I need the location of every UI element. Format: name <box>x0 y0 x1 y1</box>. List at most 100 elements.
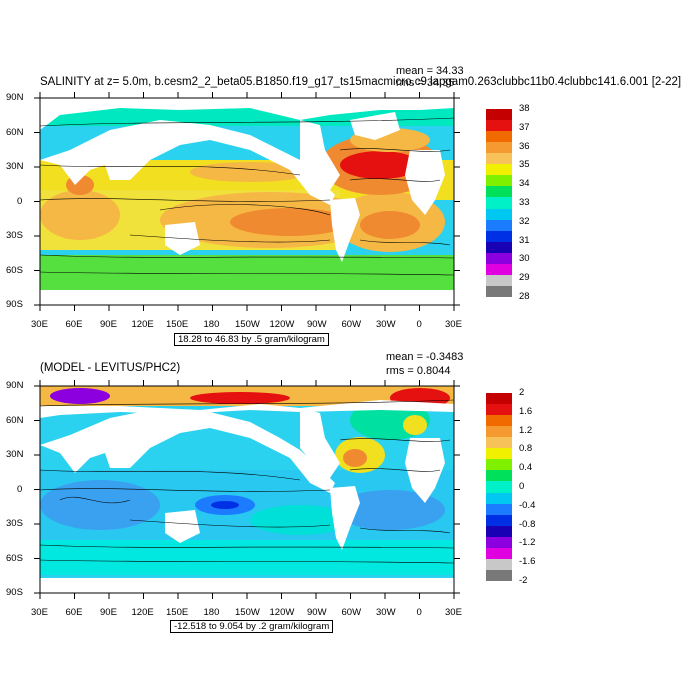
lat-label: 60N <box>6 126 24 138</box>
colorbar-label: 28 <box>519 291 530 302</box>
colorbar-swatch <box>486 153 512 165</box>
lat-label: 60S <box>6 264 23 276</box>
colorbar-swatch <box>486 175 512 187</box>
lon-label: 60W <box>341 607 362 618</box>
lon-label: 150E <box>166 607 189 618</box>
colorbar-label: 30 <box>519 253 530 265</box>
colorbar-label: -0.4 <box>519 499 536 511</box>
lon-label: 30E <box>445 319 462 330</box>
salinity-field <box>40 98 454 305</box>
lat-label: 60N <box>6 414 24 426</box>
lat-label: 90S <box>6 587 23 598</box>
lon-label: 60W <box>341 319 362 330</box>
colorbar-swatch <box>486 208 512 221</box>
colorbar-swatch <box>486 274 512 287</box>
colorbar-label: -0.8 <box>519 518 536 530</box>
colorbar-label: 29 <box>519 272 530 284</box>
colorbar-swatch <box>486 404 512 416</box>
lon-label: 30E <box>31 607 48 618</box>
colorbar-swatch <box>486 503 512 516</box>
panel2-title: (MODEL - LEVITUS/PHC2) <box>40 362 181 374</box>
colorbar-label: -1.2 <box>519 537 536 549</box>
colorbar-swatch <box>486 569 512 582</box>
colorbar-swatch <box>486 230 512 243</box>
lon-label: 30W <box>376 319 396 330</box>
colorbar-label: 0.8 <box>519 443 533 455</box>
lon-label: 30W <box>376 607 396 618</box>
lon-label: 150W <box>235 319 260 330</box>
panel1-mean: mean = 34.33 <box>396 65 464 77</box>
colorbar-swatch <box>486 285 512 298</box>
colorbar-swatch <box>486 536 512 549</box>
colorbar-swatch <box>486 120 512 132</box>
colorbar-swatch <box>486 481 512 494</box>
lat-label: 0 <box>17 483 23 495</box>
lon-label: 0 <box>416 319 422 330</box>
lat-label: 90N <box>6 92 24 103</box>
colorbar-swatch <box>486 186 512 198</box>
lon-label: 60E <box>65 319 83 330</box>
panel1-contour-info: 18.28 to 46.83 by .5 gram/kilogram <box>174 333 329 346</box>
lon-label: 30E <box>31 319 48 330</box>
lon-label: 60E <box>65 607 83 618</box>
colorbar-label: 38 <box>519 103 530 114</box>
colorbar-swatch <box>486 437 512 449</box>
colorbar-swatch <box>486 558 512 571</box>
colorbar-label: 34 <box>519 178 530 190</box>
lat-label: 30S <box>6 518 23 529</box>
panel2-mean: mean = -0.3483 <box>386 351 464 363</box>
lon-label: 90W <box>307 607 327 618</box>
colorbar-swatch <box>486 470 512 482</box>
panel2-rms: rms = 0.8044 <box>386 365 451 377</box>
lon-label: 150E <box>166 319 189 330</box>
colorbar-label: 31 <box>519 234 530 246</box>
colorbar-label: 0.4 <box>519 462 533 474</box>
difference-field <box>40 386 454 593</box>
colorbar-swatch <box>486 164 512 176</box>
colorbar-label: 36 <box>519 140 530 152</box>
lon-label: 120W <box>269 607 295 618</box>
colorbar-swatch <box>486 415 512 427</box>
colorbar-swatch <box>486 426 512 438</box>
colorbar-label: -1.6 <box>519 556 536 568</box>
colorbar-swatch <box>486 492 512 505</box>
colorbar-swatch <box>486 219 512 232</box>
colorbar-swatch <box>486 109 512 121</box>
lon-label: 150W <box>235 607 260 618</box>
colorbar-label: 37 <box>519 121 530 133</box>
lat-label: 30S <box>6 230 23 241</box>
panel1-title: SALINITY at z= 5.0m, b.cesm2_2_beta05.B1… <box>40 76 682 88</box>
colorbar-swatch <box>486 252 512 265</box>
lon-label: 180 <box>203 319 220 330</box>
lat-label: 0 <box>17 195 23 207</box>
lon-label: 0 <box>416 607 422 618</box>
lon-label: 30E <box>445 607 462 618</box>
lat-label: 60S <box>6 552 23 564</box>
colorbar-label: 32 <box>519 215 530 227</box>
lon-label: 120W <box>269 319 295 330</box>
colorbar-label: 1.6 <box>519 405 533 417</box>
lat-label: 90S <box>6 299 23 310</box>
colorbar-swatch <box>486 241 512 254</box>
colorbar-label: 35 <box>519 159 530 171</box>
colorbar-swatch <box>486 547 512 560</box>
colorbar-label: 0 <box>519 481 525 492</box>
colorbar-swatch <box>486 393 512 405</box>
lon-label: 90W <box>307 319 327 330</box>
panel2-contour-info: -12.518 to 9.054 by .2 gram/kilogram <box>170 620 334 633</box>
lon-label: 120E <box>131 319 154 330</box>
lon-label: 120E <box>131 607 154 618</box>
lon-label: 180 <box>203 607 220 618</box>
lon-label: 90E <box>100 607 117 618</box>
lat-label: 30N <box>6 161 24 172</box>
lon-label: 90E <box>100 319 117 330</box>
colorbar-swatch <box>486 525 512 538</box>
colorbar-label: 2 <box>519 387 525 398</box>
lat-label: 30N <box>6 449 24 460</box>
colorbar-swatch <box>486 131 512 143</box>
colorbar-swatch <box>486 142 512 154</box>
colorbar-label: 1.2 <box>519 424 533 436</box>
colorbar-label: -2 <box>519 575 528 586</box>
colorbar-swatch <box>486 197 512 210</box>
